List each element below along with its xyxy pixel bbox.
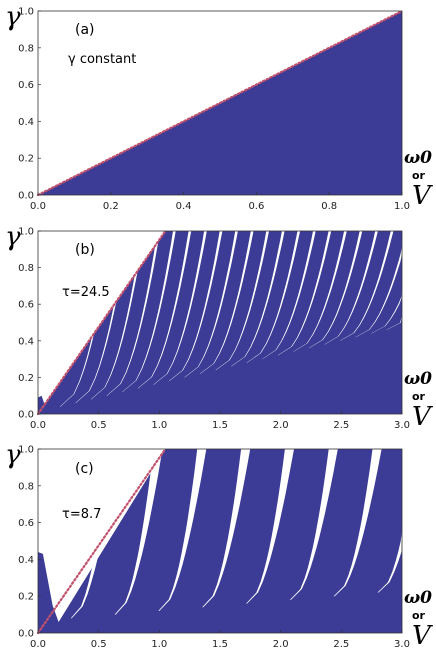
- x-tick-label: 2.0: [273, 420, 289, 431]
- x-tick-label: 0.8: [321, 201, 337, 212]
- x-tick-label: 0.4: [176, 201, 192, 212]
- y-axis-label-b: γ: [5, 222, 21, 252]
- x-tick-label: 1.0: [394, 201, 410, 212]
- x-ticks-c: 0.0 0.5 1.0 1.5 2.0 2.5 3.0: [30, 639, 410, 650]
- panel-label-c: (c): [75, 461, 94, 477]
- annotation-a: γ constant: [68, 52, 136, 67]
- x-axis-label-v-c: V: [412, 621, 433, 651]
- y-tick-label: 0.4: [18, 555, 34, 566]
- y-axis-label-a: γ: [5, 2, 21, 32]
- annotation-c: τ=8.7: [62, 507, 101, 522]
- panel-a: (a) γ constant γ ω0 or V 0.0 0.2 0.4 0.6…: [5, 2, 433, 212]
- y-tick-label: 0.6: [18, 80, 34, 91]
- filled-region: [38, 231, 402, 414]
- x-axis-label-omega-a: ω0: [404, 148, 432, 168]
- panel-label-b: (b): [75, 242, 95, 258]
- x-tick-label: 0.0: [30, 420, 46, 431]
- y-tick-label: 0.8: [18, 481, 34, 492]
- x-tick-label: 2.0: [273, 639, 289, 650]
- annotation-b: τ=24.5: [62, 285, 110, 300]
- plot-area-a: [36, 9, 404, 197]
- x-axis-label-v-a: V: [412, 181, 433, 211]
- x-axis-label-or-c: or: [412, 609, 426, 622]
- y-tick-label: 0.8: [18, 263, 34, 274]
- panel-b: (b) τ=24.5 γ ω0 or V 0.0 0.5 1.0 1.5 2.0…: [5, 222, 433, 432]
- x-tick-label: 1.0: [151, 420, 167, 431]
- y-tick-label: 0.2: [18, 592, 34, 603]
- filled-region: [38, 449, 402, 633]
- y-ticks-c: 0.0 0.2 0.4 0.6 0.8 1.0: [18, 445, 34, 640]
- y-tick-label: 1.0: [18, 445, 34, 456]
- y-ticks-a: 0.0 0.2 0.4 0.6 0.8 1.0: [18, 7, 34, 202]
- x-tick-label: 0.0: [30, 639, 46, 650]
- y-tick-label: 1.0: [18, 7, 34, 18]
- x-axis-label-v-b: V: [412, 402, 433, 432]
- x-tick-label: 1.5: [212, 639, 228, 650]
- y-tick-label: 0.8: [18, 43, 34, 54]
- x-ticks-a: 0.0 0.2 0.4 0.6 0.8 1.0: [30, 201, 410, 212]
- x-tick-label: 1.0: [151, 639, 167, 650]
- axes-frame-a: [37, 10, 403, 196]
- gap-stripe: [289, 449, 338, 600]
- dotted-boundary-line: [36, 447, 167, 635]
- y-tick-label: 0.4: [18, 336, 34, 347]
- x-tick-label: 2.5: [333, 639, 349, 650]
- x-tick-label: 2.5: [333, 420, 349, 431]
- dotted-boundary-line: [36, 229, 167, 416]
- plot-area-b: [36, 229, 402, 416]
- x-tick-label: 0.0: [30, 201, 46, 212]
- y-tick-label: 1.0: [18, 227, 34, 238]
- x-axis-label-or-a: or: [412, 169, 426, 182]
- y-tick-label: 0.2: [18, 373, 34, 384]
- x-tick-label: 1.5: [212, 420, 228, 431]
- x-tick-label: 0.2: [103, 201, 119, 212]
- gap-stripe: [70, 449, 119, 619]
- x-ticks-b: 0.0 0.5 1.0 1.5 2.0 2.5 3.0: [30, 420, 410, 431]
- x-tick-label: 0.5: [91, 420, 107, 431]
- plot-area-c: [36, 447, 402, 635]
- y-tick-label: 0.6: [18, 300, 34, 311]
- y-tick-label: 0.0: [18, 629, 34, 640]
- x-tick-label: 3.0: [394, 420, 410, 431]
- x-axis-label-omega-b: ω0: [404, 369, 432, 389]
- panel-c: (c) τ=8.7 γ ω0 or V 0.0 0.5 1.0 1.5 2.0 …: [5, 440, 433, 651]
- y-tick-label: 0.4: [18, 117, 34, 128]
- x-axis-label-or-b: or: [412, 390, 426, 403]
- x-axis-label-omega-c: ω0: [404, 588, 432, 608]
- x-tick-label: 0.6: [248, 201, 264, 212]
- y-ticks-b: 0.0 0.2 0.4 0.6 0.8 1.0: [18, 227, 34, 421]
- gap-stripe: [355, 231, 402, 338]
- gap-stripe: [246, 449, 294, 604]
- y-tick-label: 0.0: [18, 410, 34, 421]
- x-tick-label: 3.0: [394, 639, 410, 650]
- gap-stripe: [202, 449, 251, 608]
- gap-stripe: [333, 449, 382, 597]
- x-tick-label: 0.5: [91, 639, 107, 650]
- dotted-boundary-line: [36, 9, 404, 197]
- y-tick-label: 0.6: [18, 518, 34, 529]
- y-axis-label-c: γ: [5, 440, 21, 470]
- y-tick-label: 0.0: [18, 191, 34, 202]
- panel-label-a: (a): [75, 22, 95, 38]
- gap-stripe: [158, 449, 207, 611]
- gap-stripe: [114, 449, 163, 615]
- y-tick-label: 0.2: [18, 154, 34, 165]
